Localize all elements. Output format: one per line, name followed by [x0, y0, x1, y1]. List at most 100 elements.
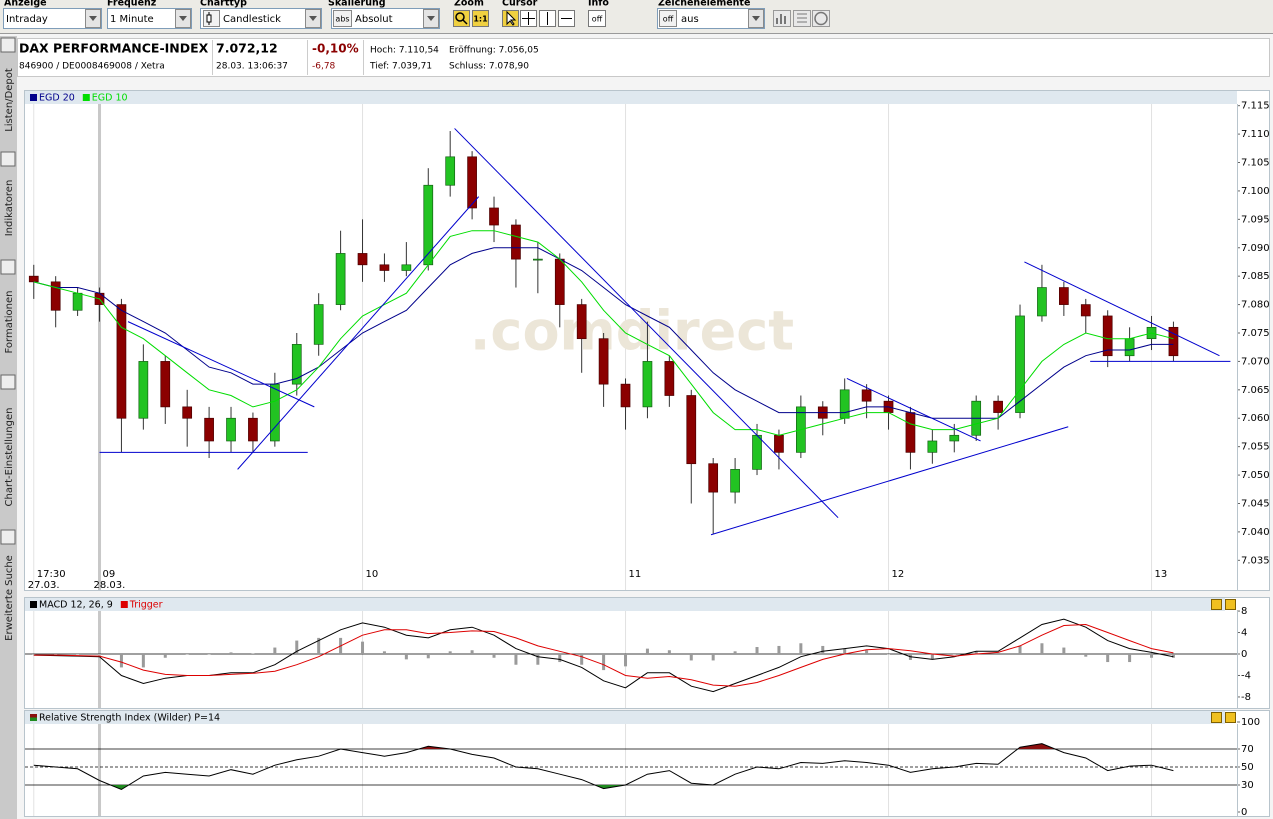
- sidebar-tab[interactable]: Indikatoren: [4, 180, 15, 237]
- histogram-bar: [119, 654, 123, 668]
- candle-body: [401, 264, 412, 271]
- trend-line: [237, 196, 480, 470]
- dropdown-value[interactable]: Intraday: [6, 14, 48, 25]
- y-tick-label: 7.070: [1241, 356, 1270, 367]
- open: Eröffnung: 7.056,05: [449, 46, 539, 56]
- histogram-bar: [1018, 645, 1022, 654]
- button-label[interactable]: 1:1: [473, 15, 488, 24]
- panel-icon: [1225, 712, 1236, 723]
- dropdown-value[interactable]: Candlestick: [223, 14, 281, 25]
- histogram-bar: [580, 654, 584, 665]
- trend-line: [454, 128, 839, 519]
- legend-swatch: [82, 94, 90, 101]
- sidebar-tab[interactable]: Listen/Depot: [4, 68, 15, 132]
- price: 7.072,12: [216, 41, 278, 56]
- histogram-bar: [1040, 643, 1044, 654]
- legend-swatch: [30, 717, 37, 721]
- x-tick-date: 27.03.: [28, 580, 60, 591]
- y-tick-label: 7.090: [1241, 243, 1270, 254]
- dropdown-value[interactable]: 1 Minute: [110, 14, 154, 25]
- crosshair-icon: [522, 12, 535, 25]
- dropdown-value[interactable]: aus: [681, 14, 699, 25]
- instrument-name: DAX PERFORMANCE-INDEX: [19, 41, 209, 56]
- y-tick-label: 7.050: [1241, 470, 1270, 481]
- toolbar-label: Info: [588, 0, 609, 9]
- candle-body: [642, 361, 653, 408]
- panel-header: [25, 91, 1237, 104]
- histogram-bar: [295, 640, 299, 654]
- series-line: [33, 743, 1174, 791]
- sidebar-tab[interactable]: Erweiterte Suche: [4, 555, 15, 641]
- candle-body: [72, 292, 83, 311]
- x-tick-label: 12: [892, 569, 905, 580]
- histogram-bar: [755, 647, 759, 654]
- x-tick-label: 09: [103, 569, 116, 580]
- sidebar-icon: [0, 151, 16, 167]
- tool-icon-part: [776, 14, 786, 24]
- candle-body: [598, 338, 609, 385]
- dropdown-value[interactable]: Absolut: [355, 14, 393, 25]
- histogram-bar: [821, 645, 825, 654]
- x-tick-label: 11: [629, 569, 642, 580]
- trend-line: [1024, 261, 1220, 357]
- y-tick-label: 7.045: [1241, 498, 1270, 509]
- sidebar-icon: [0, 529, 16, 545]
- histogram-bar: [76, 654, 80, 655]
- candle-body: [357, 253, 368, 266]
- legend-label: EGD 20: [39, 93, 75, 104]
- histogram-bar: [887, 654, 891, 655]
- histogram-bar: [1171, 654, 1175, 658]
- sidebar-tab[interactable]: Formationen: [4, 291, 15, 354]
- arrow-icon: [427, 16, 435, 21]
- histogram-bar: [141, 654, 145, 668]
- candle-body: [861, 389, 872, 402]
- sidebar-icon: [0, 374, 16, 390]
- low: Tief: 7.039,71: [369, 62, 432, 72]
- y-tick-label: 7.115: [1241, 101, 1270, 112]
- legend-label: MACD 12, 26, 9: [39, 600, 113, 611]
- candle-body: [839, 389, 850, 419]
- trend-line: [710, 426, 1069, 536]
- histogram-bar: [974, 651, 978, 654]
- y-tick-label: 4: [1241, 628, 1247, 639]
- y-tick-label: 7.040: [1241, 527, 1270, 538]
- histogram-bar: [777, 645, 781, 654]
- dropdown[interactable]: [107, 8, 192, 29]
- tool-icon-part: [797, 13, 807, 23]
- sidebar-tab[interactable]: Chart-Einstellungen: [4, 408, 15, 507]
- y-tick-label: 7.065: [1241, 385, 1270, 396]
- icon: [333, 10, 352, 27]
- candle-body: [335, 253, 346, 305]
- histogram-bar: [624, 654, 628, 667]
- dropdown[interactable]: [331, 8, 440, 29]
- zoom-1-1-button[interactable]: [472, 10, 489, 27]
- histogram-bar: [207, 654, 211, 655]
- legend-label: Relative Strength Index (Wilder) P=14: [39, 713, 220, 724]
- candle-body: [1124, 338, 1135, 357]
- candle-body: [270, 383, 280, 442]
- candle-body: [905, 412, 916, 453]
- sidebar-icon: [0, 259, 16, 275]
- panel-icon: [1225, 599, 1236, 610]
- histogram-bar: [98, 654, 102, 655]
- candle-body: [50, 281, 61, 311]
- histogram-bar: [667, 650, 671, 654]
- change: -6,78: [312, 62, 336, 72]
- candle-body: [1102, 315, 1113, 357]
- histogram-bar: [733, 651, 737, 654]
- candle-body: [993, 400, 1003, 413]
- x-tick-label: 17:30: [37, 569, 66, 580]
- info-button[interactable]: [588, 10, 606, 27]
- panel-icon: [1211, 712, 1222, 723]
- dropdown[interactable]: [657, 8, 765, 29]
- zoom-icon: [455, 12, 465, 22]
- histogram-bar: [536, 654, 540, 665]
- dropdown[interactable]: [200, 8, 322, 29]
- candle-body: [730, 469, 740, 493]
- dropdown[interactable]: [3, 8, 102, 29]
- button-label[interactable]: off: [592, 15, 603, 24]
- histogram-bar: [1106, 654, 1110, 663]
- y-tick-label: 7.110: [1241, 129, 1270, 140]
